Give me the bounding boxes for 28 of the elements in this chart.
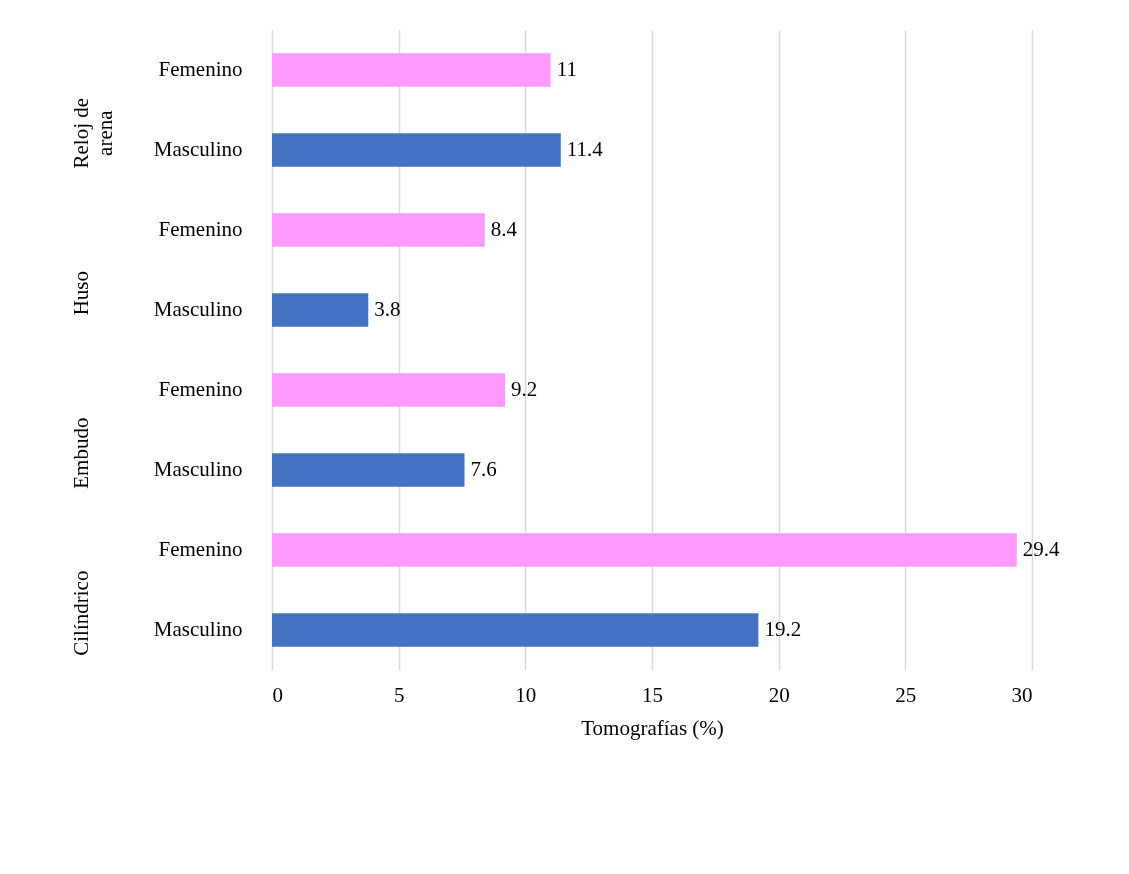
data-label: 29.4: [1022, 537, 1061, 561]
data-label: 19.2: [764, 617, 802, 641]
data-label: 11.4: [566, 137, 604, 161]
y-tick-label: Femenino: [158, 217, 243, 241]
x-tick-label: 15: [642, 682, 663, 707]
data-label: 9.2: [511, 377, 538, 401]
y-tick-label: Masculino: [153, 137, 243, 161]
y-tick-label: Masculino: [153, 457, 243, 481]
y-tick-label: Masculino: [153, 617, 243, 641]
data-label: 8.4: [490, 217, 518, 241]
x-axis-title: Tomografías (%): [581, 715, 724, 740]
x-tick-label: 0: [272, 682, 283, 707]
x-tick-label: 10: [515, 682, 537, 707]
y-tick-label: Femenino: [158, 57, 243, 81]
y-tick-label: Masculino: [153, 297, 243, 321]
x-tick-label: 30: [1011, 682, 1033, 707]
x-tick-label: 25: [895, 682, 917, 707]
text: Embudo: [69, 417, 93, 489]
data-label: 3.8: [374, 297, 401, 321]
text: Reloj de arena: [69, 97, 117, 169]
data-label: 7.6: [470, 457, 497, 481]
x-tick-label: 5: [393, 682, 405, 707]
x-tick-label: 20: [768, 682, 790, 707]
y-tick-label: Femenino: [158, 537, 243, 561]
text: Cilíndrico: [69, 570, 93, 656]
data-label: 11: [556, 57, 577, 81]
y-tick-label: Femenino: [158, 377, 243, 401]
text: Huso: [69, 271, 93, 316]
